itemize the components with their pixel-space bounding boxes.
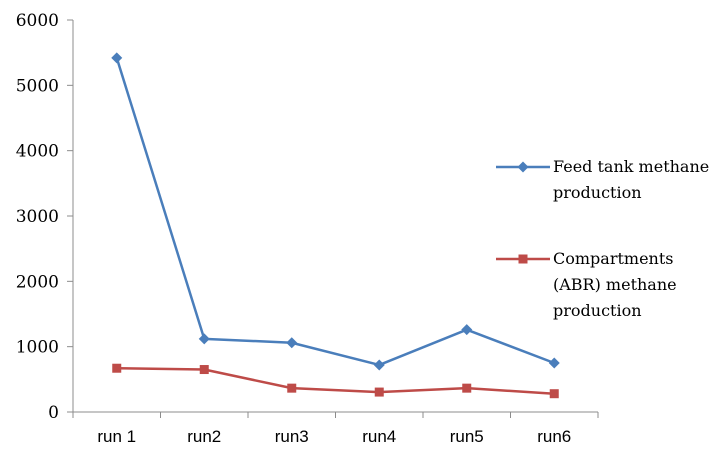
series-line xyxy=(116,366,555,395)
data-point xyxy=(549,389,559,399)
x-tick-label: run5 xyxy=(450,427,484,446)
data-point xyxy=(199,365,209,375)
data-point xyxy=(112,363,122,373)
x-tick-label: run4 xyxy=(362,427,396,446)
y-tick-label: 0 xyxy=(48,403,59,423)
legend-label: (ABR) methane xyxy=(553,275,677,294)
legend-entry-1: Feed tank methane production xyxy=(496,157,709,202)
data-point xyxy=(462,383,472,393)
data-point xyxy=(373,359,385,371)
legend-marker xyxy=(518,254,528,264)
legend-entry-2: Compartments (ABR) methane production xyxy=(496,249,677,320)
data-point xyxy=(198,333,210,345)
y-tick-label: 2000 xyxy=(16,272,59,292)
y-tick-group: 0 1000 2000 3000 4000 5000 6000 xyxy=(16,11,73,423)
x-tick-group: run 1 run2 run3 run4 run5 run6 xyxy=(72,412,599,446)
x-tick-label: run 1 xyxy=(97,427,136,446)
y-tick-label: 3000 xyxy=(16,207,59,227)
data-point xyxy=(461,324,473,336)
y-tick-label: 5000 xyxy=(16,76,59,96)
data-point xyxy=(548,357,560,369)
x-tick-label: run6 xyxy=(537,427,571,446)
legend-label: Compartments xyxy=(553,249,674,268)
legend-marker xyxy=(517,161,529,173)
y-tick-label: 4000 xyxy=(16,142,59,162)
data-point xyxy=(111,52,123,64)
series-2 xyxy=(112,363,559,399)
y-tick-label: 1000 xyxy=(16,338,59,358)
legend: Feed tank methane production Compartments (… xyxy=(496,157,709,320)
data-point xyxy=(286,337,298,349)
x-tick-label: run2 xyxy=(187,427,221,446)
series-line xyxy=(115,57,555,367)
legend-label: production xyxy=(553,301,642,320)
legend-label: production xyxy=(553,183,642,202)
x-tick-label: run3 xyxy=(275,427,309,446)
legend-label: Feed tank methane xyxy=(553,157,709,176)
y-tick-label: 6000 xyxy=(16,11,59,31)
series-group xyxy=(111,52,560,399)
series-1 xyxy=(111,52,560,371)
data-point xyxy=(287,383,297,393)
data-point xyxy=(374,387,384,397)
